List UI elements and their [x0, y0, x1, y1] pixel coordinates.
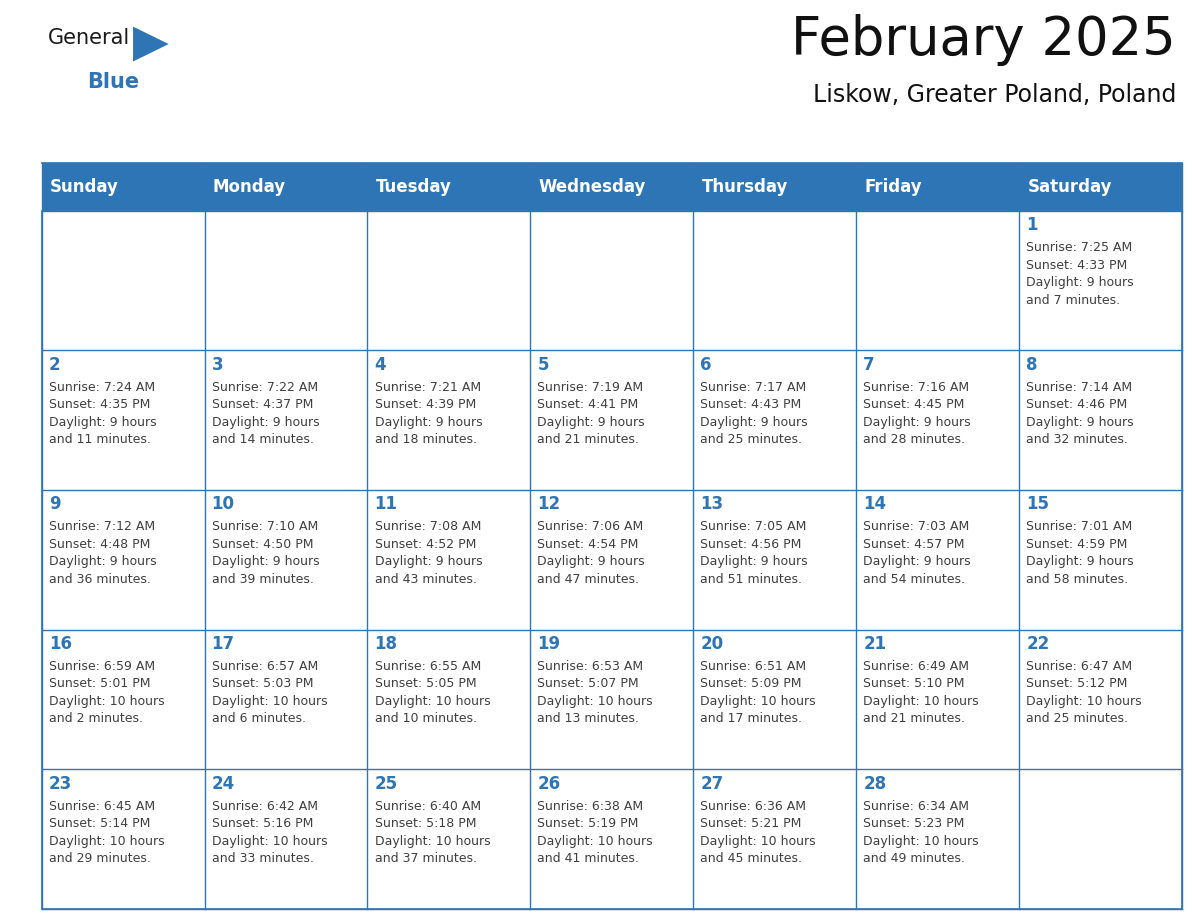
Text: 28: 28 [864, 775, 886, 793]
Text: 23: 23 [49, 775, 72, 793]
Text: 13: 13 [701, 496, 723, 513]
Text: 5: 5 [537, 356, 549, 374]
Text: Sunrise: 7:16 AM
Sunset: 4:45 PM
Daylight: 9 hours
and 28 minutes.: Sunrise: 7:16 AM Sunset: 4:45 PM Dayligh… [864, 381, 971, 446]
Text: 21: 21 [864, 635, 886, 653]
Text: Sunrise: 6:34 AM
Sunset: 5:23 PM
Daylight: 10 hours
and 49 minutes.: Sunrise: 6:34 AM Sunset: 5:23 PM Dayligh… [864, 800, 979, 865]
Text: Tuesday: Tuesday [375, 178, 451, 196]
Text: 11: 11 [374, 496, 398, 513]
Text: Sunrise: 7:08 AM
Sunset: 4:52 PM
Daylight: 9 hours
and 43 minutes.: Sunrise: 7:08 AM Sunset: 4:52 PM Dayligh… [374, 521, 482, 586]
Text: Wednesday: Wednesday [538, 178, 646, 196]
Text: 12: 12 [537, 496, 561, 513]
Text: 14: 14 [864, 496, 886, 513]
Text: Sunrise: 6:47 AM
Sunset: 5:12 PM
Daylight: 10 hours
and 25 minutes.: Sunrise: 6:47 AM Sunset: 5:12 PM Dayligh… [1026, 660, 1142, 725]
Text: Sunrise: 6:53 AM
Sunset: 5:07 PM
Daylight: 10 hours
and 13 minutes.: Sunrise: 6:53 AM Sunset: 5:07 PM Dayligh… [537, 660, 653, 725]
Polygon shape [133, 27, 169, 62]
Text: Sunrise: 7:17 AM
Sunset: 4:43 PM
Daylight: 9 hours
and 25 minutes.: Sunrise: 7:17 AM Sunset: 4:43 PM Dayligh… [701, 381, 808, 446]
Text: Sunrise: 7:14 AM
Sunset: 4:46 PM
Daylight: 9 hours
and 32 minutes.: Sunrise: 7:14 AM Sunset: 4:46 PM Dayligh… [1026, 381, 1133, 446]
Text: Sunrise: 7:06 AM
Sunset: 4:54 PM
Daylight: 9 hours
and 47 minutes.: Sunrise: 7:06 AM Sunset: 4:54 PM Dayligh… [537, 521, 645, 586]
Text: Sunrise: 7:19 AM
Sunset: 4:41 PM
Daylight: 9 hours
and 21 minutes.: Sunrise: 7:19 AM Sunset: 4:41 PM Dayligh… [537, 381, 645, 446]
Text: Sunrise: 7:24 AM
Sunset: 4:35 PM
Daylight: 9 hours
and 11 minutes.: Sunrise: 7:24 AM Sunset: 4:35 PM Dayligh… [49, 381, 157, 446]
Text: Monday: Monday [213, 178, 286, 196]
Text: 6: 6 [701, 356, 712, 374]
Text: 10: 10 [211, 496, 235, 513]
Text: 24: 24 [211, 775, 235, 793]
Text: Sunrise: 7:05 AM
Sunset: 4:56 PM
Daylight: 9 hours
and 51 minutes.: Sunrise: 7:05 AM Sunset: 4:56 PM Dayligh… [701, 521, 808, 586]
Text: 8: 8 [1026, 356, 1038, 374]
Text: Sunrise: 7:25 AM
Sunset: 4:33 PM
Daylight: 9 hours
and 7 minutes.: Sunrise: 7:25 AM Sunset: 4:33 PM Dayligh… [1026, 241, 1133, 307]
Text: 19: 19 [537, 635, 561, 653]
Text: Sunrise: 6:51 AM
Sunset: 5:09 PM
Daylight: 10 hours
and 17 minutes.: Sunrise: 6:51 AM Sunset: 5:09 PM Dayligh… [701, 660, 816, 725]
Text: Sunrise: 6:57 AM
Sunset: 5:03 PM
Daylight: 10 hours
and 6 minutes.: Sunrise: 6:57 AM Sunset: 5:03 PM Dayligh… [211, 660, 327, 725]
Text: Thursday: Thursday [702, 178, 788, 196]
Text: 27: 27 [701, 775, 723, 793]
Text: Sunrise: 7:10 AM
Sunset: 4:50 PM
Daylight: 9 hours
and 39 minutes.: Sunrise: 7:10 AM Sunset: 4:50 PM Dayligh… [211, 521, 320, 586]
Text: Sunrise: 6:59 AM
Sunset: 5:01 PM
Daylight: 10 hours
and 2 minutes.: Sunrise: 6:59 AM Sunset: 5:01 PM Dayligh… [49, 660, 164, 725]
Text: Saturday: Saturday [1028, 178, 1112, 196]
Text: 25: 25 [374, 775, 398, 793]
Text: 4: 4 [374, 356, 386, 374]
Text: Sunrise: 7:12 AM
Sunset: 4:48 PM
Daylight: 9 hours
and 36 minutes.: Sunrise: 7:12 AM Sunset: 4:48 PM Dayligh… [49, 521, 157, 586]
Text: 9: 9 [49, 496, 61, 513]
Text: Sunrise: 6:38 AM
Sunset: 5:19 PM
Daylight: 10 hours
and 41 minutes.: Sunrise: 6:38 AM Sunset: 5:19 PM Dayligh… [537, 800, 653, 865]
Text: Liskow, Greater Poland, Poland: Liskow, Greater Poland, Poland [813, 83, 1176, 106]
Text: Sunrise: 6:55 AM
Sunset: 5:05 PM
Daylight: 10 hours
and 10 minutes.: Sunrise: 6:55 AM Sunset: 5:05 PM Dayligh… [374, 660, 491, 725]
Text: 22: 22 [1026, 635, 1049, 653]
Text: 16: 16 [49, 635, 71, 653]
Text: Friday: Friday [865, 178, 922, 196]
Text: 2: 2 [49, 356, 61, 374]
Text: 3: 3 [211, 356, 223, 374]
Text: Sunrise: 6:45 AM
Sunset: 5:14 PM
Daylight: 10 hours
and 29 minutes.: Sunrise: 6:45 AM Sunset: 5:14 PM Dayligh… [49, 800, 164, 865]
Text: 1: 1 [1026, 217, 1038, 234]
Text: Sunrise: 6:36 AM
Sunset: 5:21 PM
Daylight: 10 hours
and 45 minutes.: Sunrise: 6:36 AM Sunset: 5:21 PM Dayligh… [701, 800, 816, 865]
Bar [42, 162, 1182, 211]
Text: 20: 20 [701, 635, 723, 653]
Text: Sunrise: 6:42 AM
Sunset: 5:16 PM
Daylight: 10 hours
and 33 minutes.: Sunrise: 6:42 AM Sunset: 5:16 PM Dayligh… [211, 800, 327, 865]
Text: 18: 18 [374, 635, 398, 653]
Text: Sunrise: 7:01 AM
Sunset: 4:59 PM
Daylight: 9 hours
and 58 minutes.: Sunrise: 7:01 AM Sunset: 4:59 PM Dayligh… [1026, 521, 1133, 586]
Text: 7: 7 [864, 356, 874, 374]
Text: Blue: Blue [87, 72, 139, 92]
Text: 26: 26 [537, 775, 561, 793]
Text: 17: 17 [211, 635, 235, 653]
Text: Sunday: Sunday [50, 178, 119, 196]
Text: General: General [48, 28, 129, 48]
Text: Sunrise: 6:49 AM
Sunset: 5:10 PM
Daylight: 10 hours
and 21 minutes.: Sunrise: 6:49 AM Sunset: 5:10 PM Dayligh… [864, 660, 979, 725]
Text: Sunrise: 7:03 AM
Sunset: 4:57 PM
Daylight: 9 hours
and 54 minutes.: Sunrise: 7:03 AM Sunset: 4:57 PM Dayligh… [864, 521, 971, 586]
Text: Sunrise: 6:40 AM
Sunset: 5:18 PM
Daylight: 10 hours
and 37 minutes.: Sunrise: 6:40 AM Sunset: 5:18 PM Dayligh… [374, 800, 491, 865]
Bar [42, 211, 1182, 909]
Text: Sunrise: 7:22 AM
Sunset: 4:37 PM
Daylight: 9 hours
and 14 minutes.: Sunrise: 7:22 AM Sunset: 4:37 PM Dayligh… [211, 381, 320, 446]
Text: Sunrise: 7:21 AM
Sunset: 4:39 PM
Daylight: 9 hours
and 18 minutes.: Sunrise: 7:21 AM Sunset: 4:39 PM Dayligh… [374, 381, 482, 446]
Text: 15: 15 [1026, 496, 1049, 513]
Text: February 2025: February 2025 [791, 14, 1176, 66]
